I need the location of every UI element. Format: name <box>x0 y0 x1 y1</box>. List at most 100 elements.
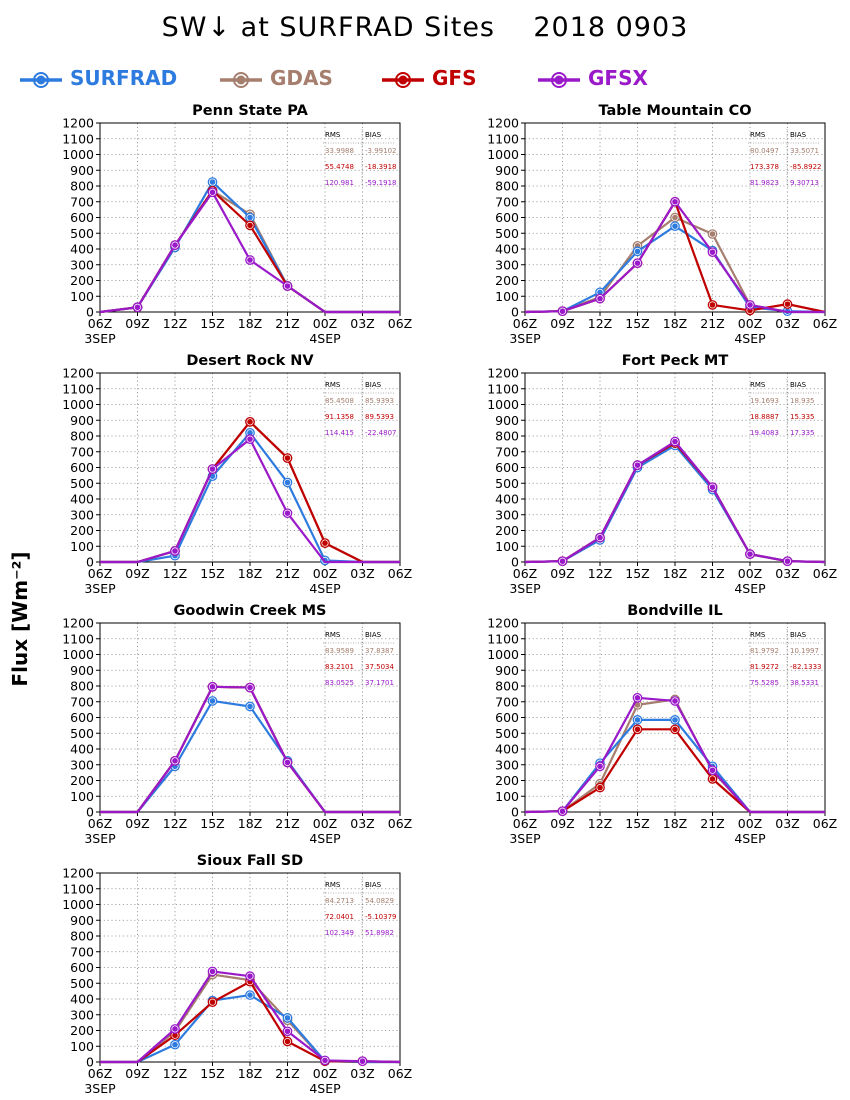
y-tick-label: 100 <box>495 789 519 804</box>
chart-goodwin-creek-ms: Goodwin Creek MS 010020030040050060070080… <box>62 603 412 846</box>
y-tick-label: 600 <box>70 210 94 225</box>
stats-bias-gdas: 54.0829 <box>365 897 394 905</box>
stats-table-sioux-fall-sd: RMS BIAS 84.2713 54.0829 72.0401 -5.10379 102.… <box>323 879 396 937</box>
stats-rms-gfs: 91.1358 <box>325 413 354 421</box>
y-tick-label: 1200 <box>487 616 519 631</box>
x-tick-label: 06Z <box>388 566 412 581</box>
x-tick-label: 03Z <box>350 566 374 581</box>
stats-bias-gfsx: 37.1701 <box>365 679 394 687</box>
data-point-core <box>672 198 678 205</box>
y-tick-label: 1000 <box>62 397 94 412</box>
data-point-core <box>247 992 253 998</box>
data-point-core <box>284 1038 291 1045</box>
y-tick-label: 1000 <box>487 647 519 662</box>
y-tick-label: 600 <box>495 460 519 475</box>
x-tick-label: 09Z <box>125 816 149 831</box>
legend-label-gfsx: GFSX <box>588 66 648 90</box>
y-tick-label: 1100 <box>487 131 519 146</box>
stats-rms-gfsx: 114.415 <box>325 429 354 437</box>
x-tick-label: 12Z <box>588 816 612 831</box>
legend-marker-gfsx <box>538 72 580 88</box>
y-tick-label: 1000 <box>62 897 94 912</box>
grid-fort-peck-mt <box>525 373 825 562</box>
y-tick-label: 400 <box>70 492 94 507</box>
stats-rms-gfsx: 75.5285 <box>750 679 779 687</box>
x-tick-label: 00Z <box>313 816 337 831</box>
grid-desert-rock-nv <box>100 373 400 562</box>
x-tick-label: 03Z <box>350 816 374 831</box>
y-tick-label: 700 <box>495 194 519 209</box>
data-point-core <box>559 308 566 315</box>
y-tick-label: 0 <box>86 305 94 320</box>
data-point-core <box>209 189 216 196</box>
x-tick-label: 18Z <box>238 816 262 831</box>
x-date-label: 3SEP <box>84 331 116 346</box>
series-gfsx-desert-rock-nv <box>100 434 400 564</box>
data-point-core <box>209 683 216 690</box>
data-point-core <box>634 462 641 468</box>
legend-label-gdas: GDAS <box>270 66 333 90</box>
data-point-core <box>709 302 716 308</box>
x-tick-label: 00Z <box>313 1066 337 1081</box>
data-point-core <box>559 558 566 565</box>
stats-rms-gdas: 33.9988 <box>325 147 354 155</box>
y-tick-label: 100 <box>495 289 519 304</box>
x-tick-label: 18Z <box>238 566 262 581</box>
data-point-core <box>709 484 716 490</box>
stats-rms-gdas: 83.9589 <box>325 647 354 655</box>
y-tick-label: 400 <box>495 492 519 507</box>
data-point-core <box>597 763 603 770</box>
legend-label-gfs: GFS <box>432 66 477 90</box>
x-tick-label: 06Z <box>88 566 112 581</box>
y-tick-label: 800 <box>70 179 94 194</box>
data-point-core <box>634 248 641 255</box>
y-tick-label: 100 <box>495 539 519 554</box>
data-point-core <box>247 430 253 436</box>
data-point-core <box>209 466 216 472</box>
chart-title-goodwin-creek-ms: Goodwin Creek MS <box>174 603 327 619</box>
y-tick-label: 200 <box>70 273 94 288</box>
x-tick-label: 00Z <box>738 816 762 831</box>
y-tick-label: 900 <box>495 663 519 678</box>
data-point-core <box>247 222 253 229</box>
stats-rms-gfsx: 120.981 <box>325 179 354 187</box>
y-tick-label: 1100 <box>487 631 519 646</box>
y-tick-label: 100 <box>70 539 94 554</box>
data-point-core <box>709 231 716 237</box>
stats-rms-gfs: 83.2101 <box>325 663 354 671</box>
chart-title-fort-peck-mt: Fort Peck MT <box>622 353 729 369</box>
stats-table-table-mountain-co: RMS BIAS 80.0497 33.5071 173.378 -85.8922 81.9… <box>748 129 821 187</box>
x-date-label: 4SEP <box>734 831 766 846</box>
x-tick-label: 21Z <box>275 316 299 331</box>
stats-bias-gfs: 37.5034 <box>365 663 394 671</box>
x-tick-label: 12Z <box>588 566 612 581</box>
stats-table-fort-peck-mt: RMS BIAS 19.1693 18.935 18.8887 15.335 19.4083… <box>748 379 820 437</box>
y-tick-label: 1100 <box>487 381 519 396</box>
data-point-core <box>709 776 716 782</box>
x-tick-label: 06Z <box>88 316 112 331</box>
stats-header-bias: BIAS <box>790 631 807 639</box>
stats-bias-gdas: 18.935 <box>790 397 815 405</box>
data-point-core <box>672 214 678 221</box>
stats-bias-gfsx: 17.335 <box>790 429 815 437</box>
y-tick-label: 0 <box>511 555 519 570</box>
y-tick-label: 500 <box>70 726 94 741</box>
y-tick-label: 200 <box>495 523 519 538</box>
data-point-core <box>672 698 678 704</box>
y-tick-label: 1000 <box>487 147 519 162</box>
x-tick-label: 06Z <box>513 316 537 331</box>
data-point-core <box>597 289 603 296</box>
stats-table-goodwin-creek-ms: RMS BIAS 83.9589 37.8387 83.2101 37.5034 83.05… <box>323 629 395 687</box>
data-point-core <box>284 1028 291 1035</box>
grid-goodwin-creek-ms <box>100 623 400 812</box>
data-point-core <box>284 510 291 516</box>
series-gfsx-fort-peck-mt <box>524 436 826 567</box>
x-tick-label: 21Z <box>700 316 724 331</box>
data-point-core <box>634 260 641 266</box>
stats-rms-gdas: 81.9792 <box>750 647 779 655</box>
x-tick-label: 18Z <box>238 1066 262 1081</box>
x-tick-label: 06Z <box>88 816 112 831</box>
series-gfsx-penn-state-pa <box>99 187 400 314</box>
y-tick-label: 1200 <box>62 616 94 631</box>
y-tick-label: 100 <box>70 1039 94 1054</box>
